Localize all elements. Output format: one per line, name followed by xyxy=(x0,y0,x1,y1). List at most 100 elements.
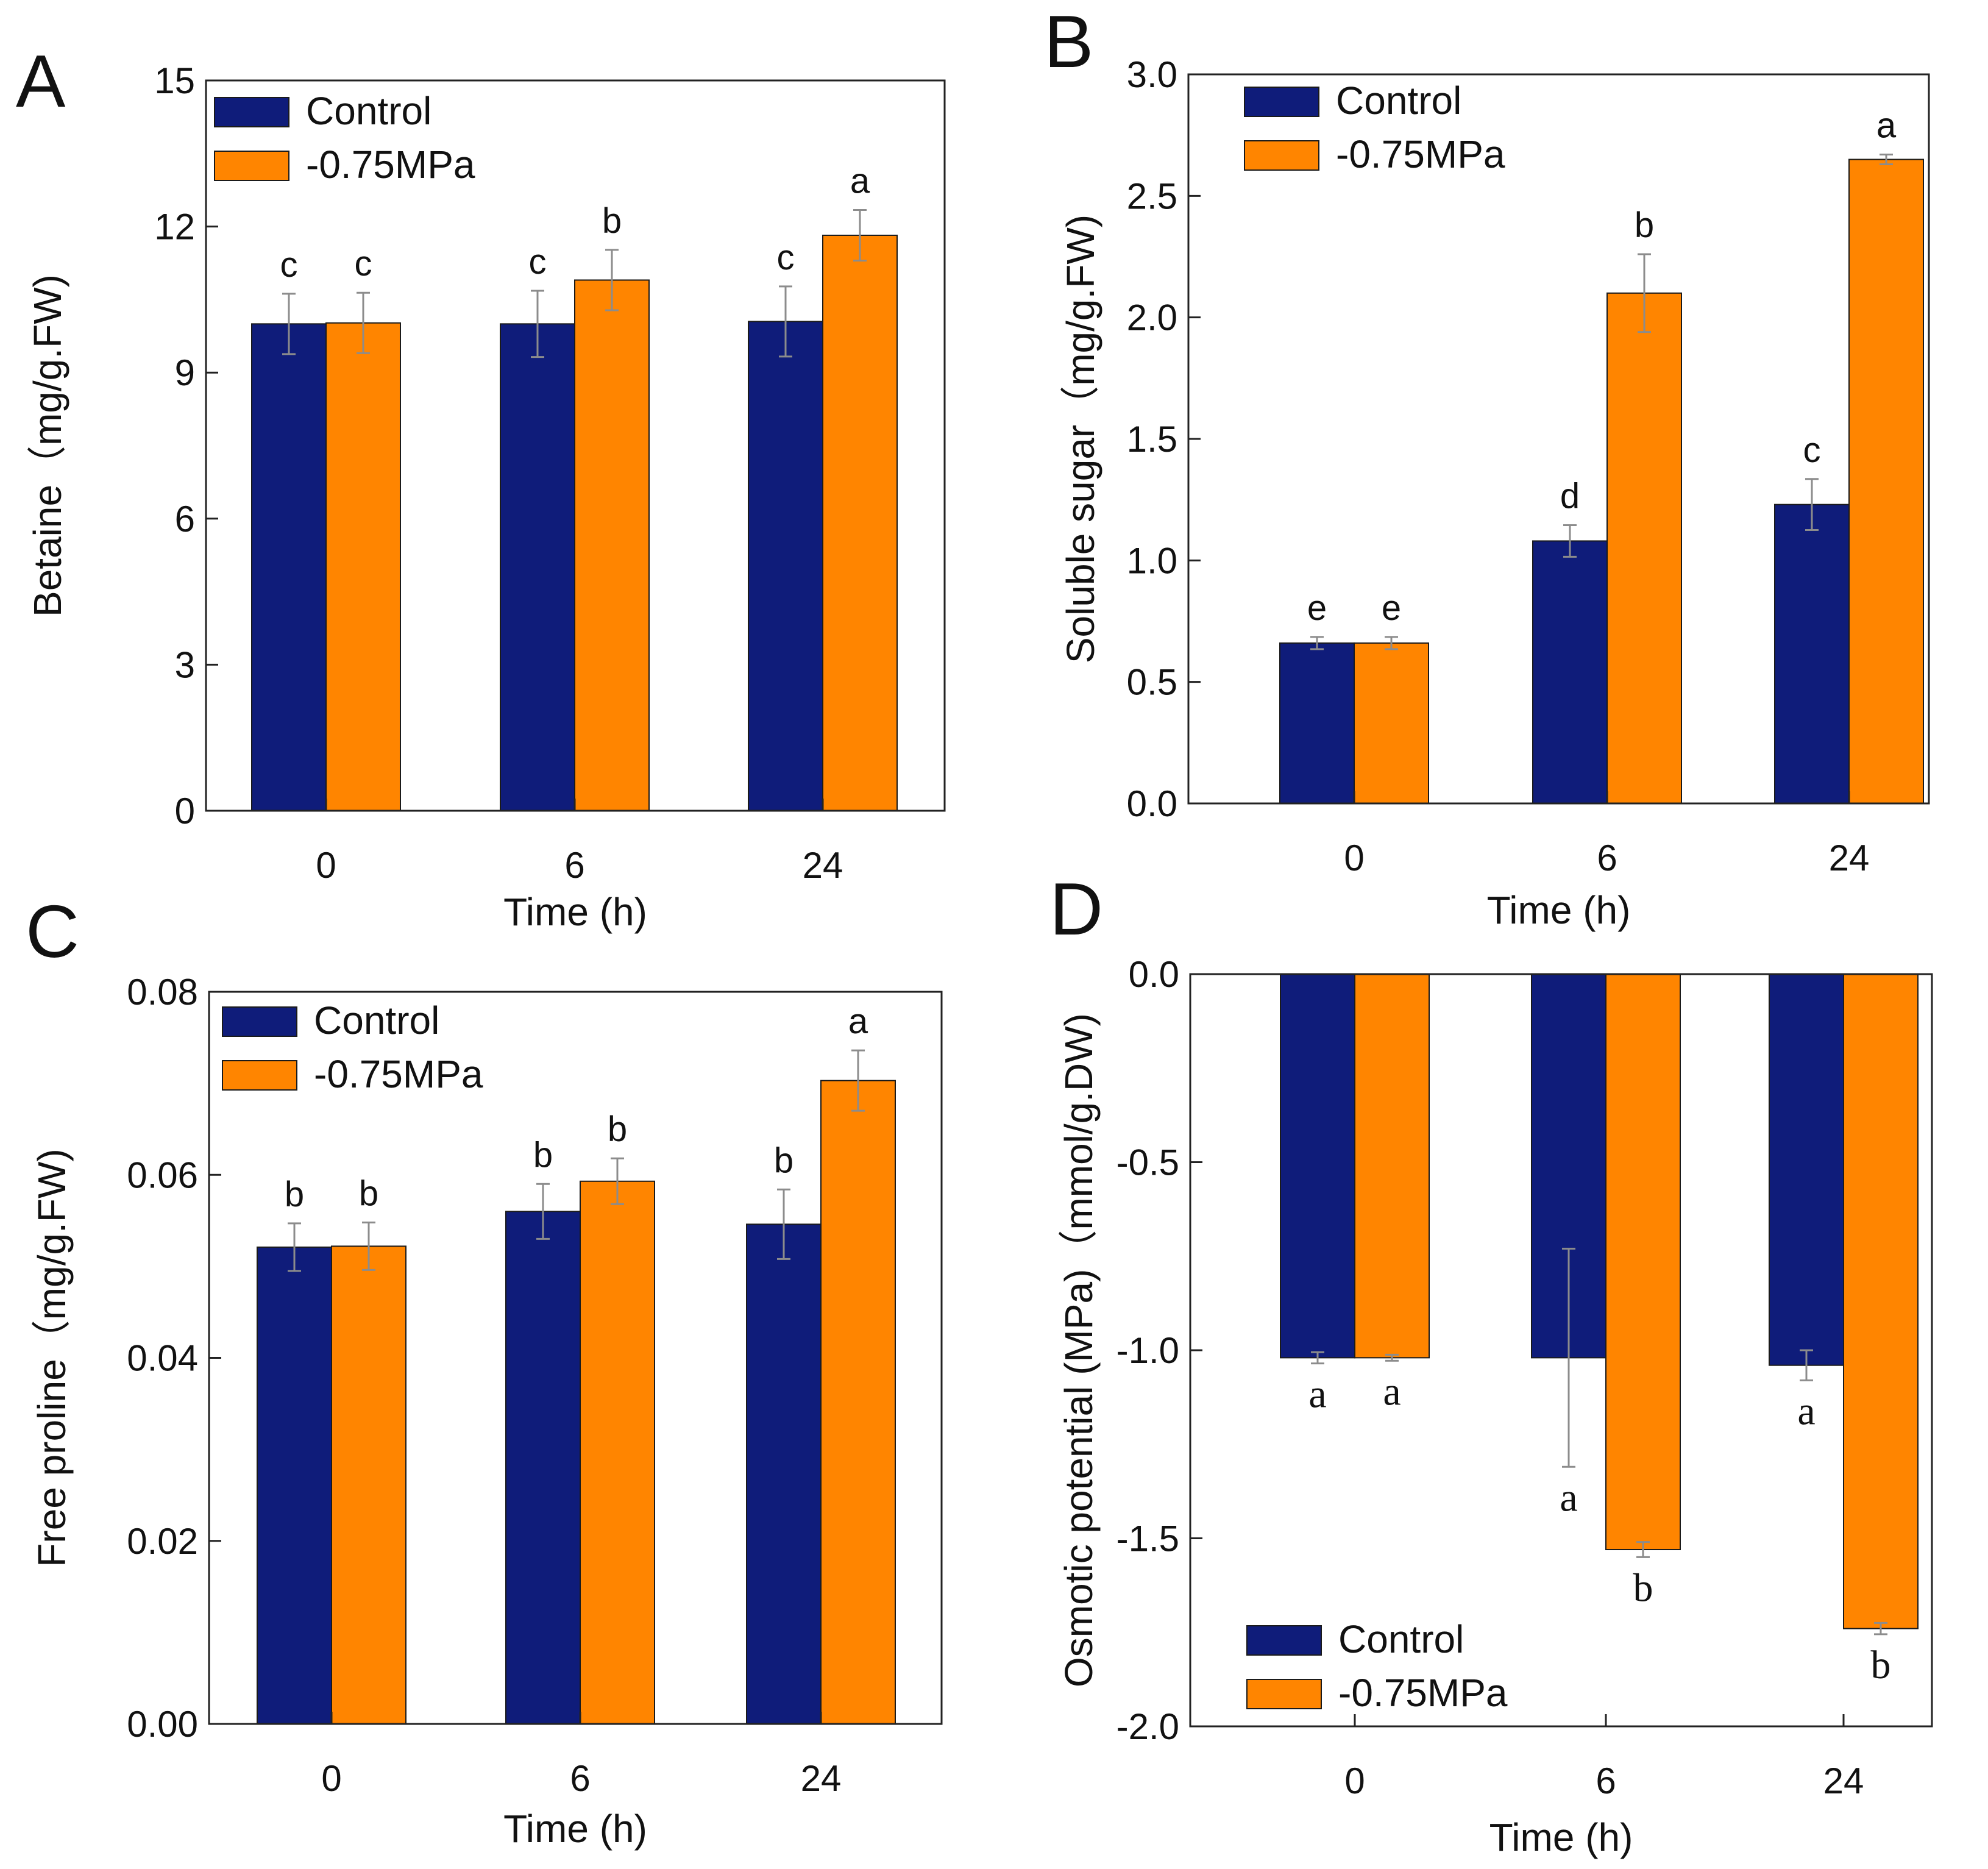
panel-b-y-tick-label: 3.0 xyxy=(1127,54,1177,95)
panel-a-bar-drought-0 xyxy=(325,322,401,811)
panel-c-error-bar-drought-6 xyxy=(611,1157,624,1205)
panel-c-sig-letter-drought-6: b xyxy=(608,1109,627,1149)
panel-a-y-tick-label: 12 xyxy=(154,207,195,247)
panel-d-bar-drought-0 xyxy=(1354,974,1430,1359)
panel-d-y-tick-label: -0.5 xyxy=(1116,1142,1179,1183)
panel-a-legend-label-control: Control xyxy=(306,89,431,133)
panel-a-sig-letter-drought-0: c xyxy=(355,244,372,283)
panel-c-legend-label-control: Control xyxy=(314,999,439,1042)
panel-a-x-axis-title: Time (h) xyxy=(503,890,647,934)
panel-b-y-tick-label: 1.0 xyxy=(1127,540,1177,581)
panel-d-error-bar-control-6 xyxy=(1562,1247,1575,1468)
panel-c-bar-drought-0 xyxy=(331,1245,406,1725)
panel-c-free-proline-chart: Cb b b b b a 0.00 0.02 0.04 0.06 0.08 0 6 24 Time (h) F… xyxy=(26,890,943,1851)
panel-b-legend: Control -0.75MPa xyxy=(1244,79,1505,176)
panel-d-error-bar-drought-24 xyxy=(1874,1622,1887,1636)
panel-a-betaine-chart: Ac c c c b a 0 3 6 9 12 15 0 6 24 Time (h) Betaine（mg/g.… xyxy=(16,40,946,934)
panel-b-x-tick-label-0: 0 xyxy=(1344,838,1364,878)
panel-a-legend-swatch-drought xyxy=(214,151,289,181)
panel-d-x-tick-label-24: 24 xyxy=(1823,1760,1864,1801)
panel-a-sig-letter-drought-6: b xyxy=(602,201,622,241)
panel-b-y-tick-label: 2.5 xyxy=(1127,176,1177,216)
panel-a-bar-control-6 xyxy=(500,323,575,811)
panel-d-legend-swatch-control xyxy=(1246,1625,1322,1656)
panel-a-y-tick-label: 6 xyxy=(175,499,195,539)
panel-a-x-tick-label-24: 24 xyxy=(803,845,843,886)
panel-c-y-tick-label: 0.02 xyxy=(127,1521,198,1562)
panel-a-y-tick-label: 9 xyxy=(175,352,195,393)
panel-d-error-bar-drought-6 xyxy=(1636,1541,1650,1558)
panel-b-legend-swatch-control xyxy=(1244,87,1319,117)
panel-c-legend-swatch-drought xyxy=(222,1060,297,1091)
panel-b-x-axis-title: Time (h) xyxy=(1487,888,1631,932)
panel-d-error-bar-control-24 xyxy=(1800,1349,1813,1381)
panel-a-y-tick-label: 3 xyxy=(175,644,195,685)
panel-b-error-bar-drought-0 xyxy=(1385,636,1398,650)
panel-d-sig-letter-drought-6: b xyxy=(1633,1565,1653,1610)
panel-d-legend-label-drought: -0.75MPa xyxy=(1338,1671,1508,1715)
panel-c-legend: Control -0.75MPa xyxy=(222,999,483,1096)
panel-c-error-bar-control-6 xyxy=(536,1183,550,1240)
panel-a-error-bar-control-0 xyxy=(282,293,296,355)
panel-d-bar-control-24 xyxy=(1769,974,1844,1366)
panel-c-error-bar-control-24 xyxy=(777,1188,790,1260)
panel-d-error-bar-control-0 xyxy=(1311,1351,1324,1365)
panel-b-bar-drought-6 xyxy=(1606,292,1682,804)
panel-b-sig-letter-control-0: e xyxy=(1307,588,1327,628)
panel-d-x-axis-title: Time (h) xyxy=(1489,1815,1633,1859)
panel-c-y-tick-label: 0.00 xyxy=(127,1704,198,1745)
panel-b-soluble-sugar-chart: Be d c e b a 0.0 0.5 1.0 1.5 2.0 2.5 3.0 0 6 24 Time (h)… xyxy=(1044,0,1930,932)
panel-a-bar-drought-24 xyxy=(822,234,898,811)
panel-d-legend-label-control: Control xyxy=(1338,1617,1464,1661)
panel-b-legend-label-drought: -0.75MPa xyxy=(1336,132,1505,176)
panel-d-y-tick-label: -1.5 xyxy=(1116,1518,1179,1559)
panel-a-letter: A xyxy=(16,40,66,123)
panel-d-sig-letter-control-24: a xyxy=(1797,1389,1815,1433)
panel-b-error-bar-control-0 xyxy=(1310,636,1324,650)
panel-d-legend: Control -0.75MPa xyxy=(1246,1617,1508,1715)
panel-b-x-tick-label-24: 24 xyxy=(1829,838,1870,878)
panel-d-y-tick-label: -1.0 xyxy=(1116,1330,1179,1371)
panel-b-sig-letter-control-24: c xyxy=(1803,430,1821,470)
panel-d-y-tick-label: 0.0 xyxy=(1129,954,1179,995)
panel-c-sig-letter-control-24: b xyxy=(774,1141,793,1180)
panel-d-y-axis-title: Osmotic potential (MPa)（mmol/g.DW) xyxy=(1057,1013,1101,1687)
panel-a-sig-letter-drought-24: a xyxy=(850,161,870,201)
panel-c-error-bar-control-0 xyxy=(288,1222,301,1272)
panel-b-legend-label-control: Control xyxy=(1336,79,1461,123)
panel-c-bar-control-6 xyxy=(505,1211,581,1725)
panel-a-y-tick-label: 15 xyxy=(154,60,195,101)
panel-a-error-bar-control-6 xyxy=(531,290,544,358)
panel-d-y-tick-label: -2.0 xyxy=(1116,1706,1179,1747)
panel-c-y-tick-label: 0.04 xyxy=(127,1338,198,1379)
panel-b-error-bar-control-24 xyxy=(1805,478,1819,531)
panel-b-bar-control-0 xyxy=(1279,642,1355,804)
panel-c-legend-label-drought: -0.75MPa xyxy=(314,1052,483,1096)
panel-c-sig-letter-control-6: b xyxy=(533,1135,553,1175)
panel-a-legend-label-drought: -0.75MPa xyxy=(306,143,475,187)
panel-b-bar-drought-24 xyxy=(1848,158,1924,804)
panel-c-x-tick-label-0: 0 xyxy=(321,1758,341,1799)
panel-d-bar-drought-24 xyxy=(1843,974,1919,1629)
panel-d-bar-drought-6 xyxy=(1605,974,1681,1551)
panel-d-sig-letter-drought-24: b xyxy=(1871,1643,1891,1687)
panel-b-bar-control-6 xyxy=(1532,540,1608,804)
panel-b-y-tick-label: 2.0 xyxy=(1127,297,1177,338)
panel-d-error-bar-drought-0 xyxy=(1385,1353,1399,1362)
panel-c-bar-control-24 xyxy=(746,1223,822,1725)
panel-c-bar-drought-24 xyxy=(820,1080,896,1725)
panel-b-bar-drought-0 xyxy=(1354,642,1429,804)
panel-d-legend-swatch-drought xyxy=(1246,1679,1322,1709)
panel-b-error-bar-control-6 xyxy=(1563,524,1577,558)
panel-a-error-bar-drought-24 xyxy=(853,208,867,262)
panel-a-bar-control-0 xyxy=(251,323,327,811)
panel-a-sig-letter-control-0: c xyxy=(280,245,298,285)
panel-c-bar-control-0 xyxy=(257,1246,332,1725)
panel-b-y-tick-label: 0.0 xyxy=(1127,783,1177,824)
panel-b-sig-letter-drought-24: a xyxy=(1876,106,1897,146)
panel-a-y-tick-label: 0 xyxy=(175,791,195,831)
panel-c-y-tick-label: 0.08 xyxy=(127,972,198,1013)
panel-a-sig-letter-control-6: c xyxy=(529,242,547,282)
panel-b-y-tick-label: 0.5 xyxy=(1127,662,1177,703)
